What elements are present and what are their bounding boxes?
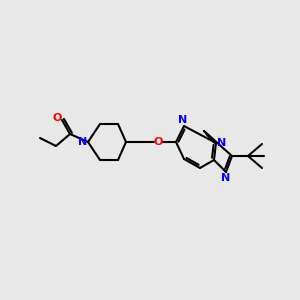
Text: N: N	[221, 173, 231, 183]
Text: N: N	[218, 138, 226, 148]
Text: N: N	[78, 137, 88, 147]
Text: O: O	[52, 113, 62, 123]
Text: O: O	[153, 137, 163, 147]
Text: N: N	[178, 115, 188, 125]
